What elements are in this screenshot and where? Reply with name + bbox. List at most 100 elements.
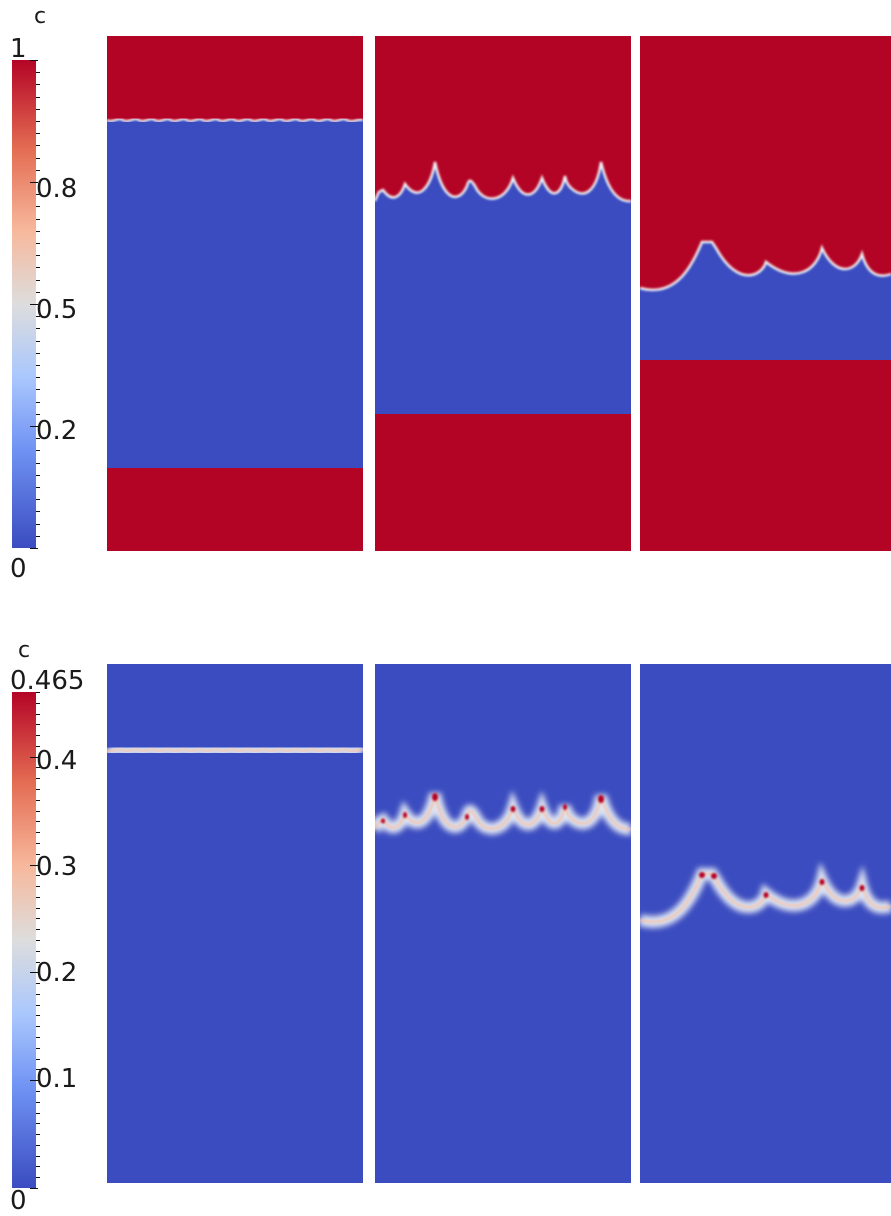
bottom-colorbar-tick: [36, 703, 40, 704]
bottom-colorbar-tick: [36, 897, 40, 898]
top-colorbar-tick: [36, 133, 40, 134]
bottom-colorbar-tick: [36, 1177, 40, 1178]
top-colorbar-tick: [36, 194, 40, 195]
bottom-panel-1: [107, 664, 363, 1183]
bottom-colorbar-tick: [36, 1145, 40, 1146]
bottom-legend-title: c: [18, 638, 31, 663]
peak-highlights: [699, 872, 865, 898]
top-colorbar-tick: [36, 341, 40, 342]
top-colorbar-tick: [30, 60, 38, 61]
top-colorbar-tick: [36, 243, 40, 244]
top-colorbar-tick: [36, 206, 40, 207]
top-colorbar-tick: [30, 304, 38, 305]
bottom-colorbar-max-label: 0.465: [10, 666, 85, 696]
top-tick-label-0-8: 0.8: [36, 174, 78, 204]
bottom-tick-label-0-1: 0.1: [36, 1064, 78, 1094]
top-colorbar-tick: [36, 267, 40, 268]
top-colorbar-tick: [36, 231, 40, 232]
bottom-colorbar-tick: [36, 821, 40, 822]
bottom-colorbar-tick: [36, 951, 40, 952]
bottom-colorbar-tick: [36, 875, 40, 876]
top-colorbar-tick: [36, 524, 40, 525]
top-colorbar-tick: [36, 121, 40, 122]
bottom-colorbar-tick: [36, 983, 40, 984]
bottom-tick-label-0-3: 0.3: [36, 852, 78, 882]
top-colorbar-tick: [36, 145, 40, 146]
bottom-colorbar-tick: [36, 1091, 40, 1092]
bottom-colorbar-tick: [36, 929, 40, 930]
bottom-tick-label-0-4: 0.4: [36, 746, 78, 776]
top-colorbar-tick: [36, 438, 40, 439]
bottom-colorbar-tick: [36, 1069, 40, 1070]
top-colorbar-tick: [36, 377, 40, 378]
top-colorbar-tick: [36, 316, 40, 317]
bottom-colorbar-tick: [36, 811, 40, 812]
top-colorbar-tick: [36, 402, 40, 403]
bottom-colorbar-tick: [36, 692, 40, 693]
top-colorbar-tick: [36, 463, 40, 464]
bottom-colorbar-tick: [36, 724, 40, 725]
top-colorbar-tick: [36, 170, 40, 171]
top-colorbar-tick: [36, 511, 40, 512]
bottom-panel-3: [640, 664, 891, 1183]
bottom-colorbar-tick: [30, 1188, 38, 1189]
bottom-colorbar-tick: [36, 962, 40, 963]
bottom-colorbar-tick: [36, 1059, 40, 1060]
top-tick-label-0-2: 0.2: [36, 416, 78, 446]
top-colorbar-tick: [36, 414, 40, 415]
top-colorbar-tick: [36, 499, 40, 500]
bottom-tick-label-0-2: 0.2: [36, 958, 78, 988]
bottom-colorbar-tick: [36, 832, 40, 833]
bottom-colorbar-tick: [36, 714, 40, 715]
bottom-colorbar-tick: [36, 1048, 40, 1049]
top-colorbar-tick: [36, 158, 40, 159]
top-colorbar-tick: [36, 328, 40, 329]
bottom-colorbar-tick: [30, 972, 38, 973]
top-colorbar-tick: [36, 536, 40, 537]
top-colorbar-min-label: 0: [10, 554, 27, 584]
bottom-colorbar-tick: [36, 767, 40, 768]
bottom-colorbar-tick: [36, 1113, 40, 1114]
top-colorbar-tick: [30, 182, 38, 183]
top-colorbar-tick: [36, 487, 40, 488]
top-panel-3: [640, 36, 891, 551]
top-colorbar-tick: [36, 389, 40, 390]
top-colorbar-tick: [36, 97, 40, 98]
bottom-colorbar-tick: [36, 1123, 40, 1124]
top-colorbar-tick: [36, 219, 40, 220]
bottom-colorbar-tick: [36, 735, 40, 736]
top-legend-title: c: [34, 4, 47, 29]
bottom-colorbar-tick: [36, 886, 40, 887]
top-colorbar-tick: [36, 280, 40, 281]
bottom-colorbar-tick: [36, 789, 40, 790]
top-colorbar-tick: [36, 255, 40, 256]
bottom-colorbar-tick: [30, 1080, 38, 1081]
bottom-colorbar-tick: [36, 994, 40, 995]
bottom-colorbar-tick: [30, 757, 38, 758]
top-colorbar-tick: [36, 450, 40, 451]
top-panel-2: [375, 36, 631, 551]
top-tick-label-0-5: 0.5: [36, 295, 78, 325]
bottom-colorbar-tick: [36, 1026, 40, 1027]
top-colorbar-tick: [36, 475, 40, 476]
bottom-colorbar-tick: [36, 854, 40, 855]
bottom-colorbar-tick: [36, 918, 40, 919]
top-colorbar-tick: [36, 292, 40, 293]
top-panel-1: [107, 36, 363, 551]
bottom-colorbar-tick: [36, 1156, 40, 1157]
top-colorbar-tick: [30, 548, 38, 549]
top-colorbar-tick: [36, 84, 40, 85]
bottom-colorbar: [12, 692, 36, 1188]
bottom-colorbar-min-label: 0: [10, 1186, 27, 1216]
bottom-colorbar-tick: [36, 908, 40, 909]
top-colorbar-tick: [36, 109, 40, 110]
bottom-colorbar-tick: [30, 865, 38, 866]
bottom-colorbar-tick: [36, 1037, 40, 1038]
bottom-colorbar-tick: [36, 746, 40, 747]
bottom-colorbar-tick: [36, 778, 40, 779]
bottom-colorbar-tick: [36, 1005, 40, 1006]
bottom-colorbar-tick: [36, 1102, 40, 1103]
bottom-colorbar-tick: [36, 940, 40, 941]
bottom-colorbar-tick: [36, 843, 40, 844]
top-colorbar-tick: [36, 72, 40, 73]
